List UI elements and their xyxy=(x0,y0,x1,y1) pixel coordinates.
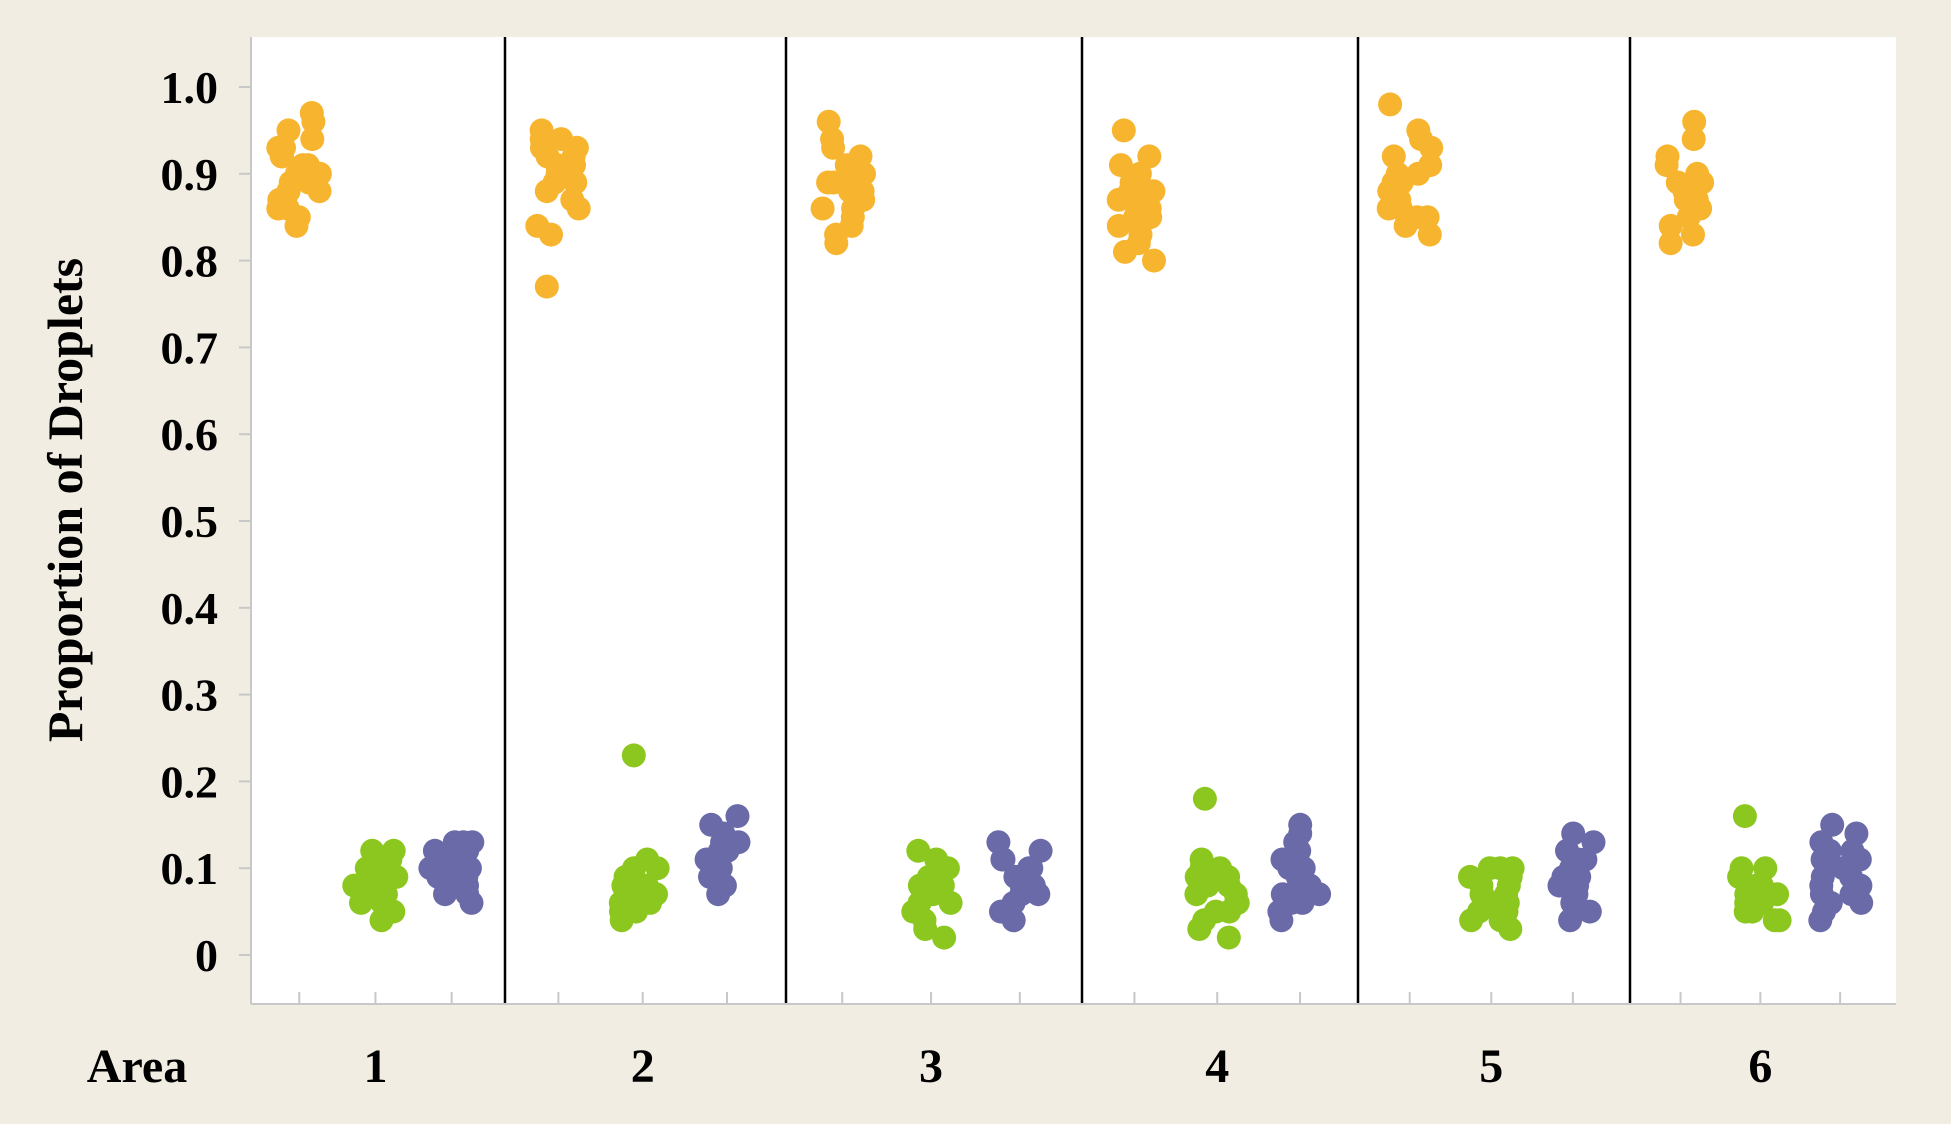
data-point xyxy=(1406,118,1431,143)
data-point xyxy=(525,213,550,238)
data-point xyxy=(1682,109,1707,134)
data-point xyxy=(1681,127,1706,152)
data-point xyxy=(848,144,873,169)
data-point xyxy=(1028,838,1053,863)
data-point xyxy=(422,838,447,863)
y-tick-label: 0.3 xyxy=(161,670,219,721)
y-tick-label: 0.5 xyxy=(161,496,219,547)
data-point xyxy=(1192,786,1217,811)
data-point xyxy=(816,170,841,195)
data-point xyxy=(1381,144,1406,169)
data-point xyxy=(299,101,324,125)
data-point xyxy=(1288,812,1313,837)
data-point xyxy=(906,838,931,863)
data-point xyxy=(1189,847,1214,872)
data-point xyxy=(1581,830,1606,855)
data-point xyxy=(1561,821,1586,846)
data-point xyxy=(816,109,841,134)
data-point xyxy=(1208,856,1233,881)
data-point xyxy=(1458,864,1482,889)
data-point xyxy=(1378,92,1403,117)
y-tick-label: 0.2 xyxy=(161,756,219,807)
panel-label: 5 xyxy=(1479,1040,1503,1093)
y-tick-label: 0 xyxy=(195,930,218,981)
data-point xyxy=(1767,908,1792,933)
data-point xyxy=(621,743,646,768)
data-point xyxy=(1137,144,1162,169)
data-point xyxy=(1142,248,1166,273)
data-point xyxy=(1844,821,1869,846)
data-point xyxy=(342,873,367,898)
data-point xyxy=(1685,161,1710,186)
data-point xyxy=(1216,925,1241,950)
y-tick-label: 0.8 xyxy=(161,236,219,287)
data-point xyxy=(1111,118,1136,143)
data-point xyxy=(1417,222,1442,247)
data-point xyxy=(699,812,724,837)
y-tick-label: 0.7 xyxy=(161,322,219,373)
data-point xyxy=(1203,899,1228,924)
data-point xyxy=(932,925,957,950)
data-point xyxy=(1655,144,1680,169)
data-point xyxy=(534,274,559,299)
data-point xyxy=(1141,179,1166,204)
data-point xyxy=(529,118,554,143)
panel-label: 2 xyxy=(631,1040,655,1093)
plot-background xyxy=(251,37,1896,1004)
data-point xyxy=(1108,153,1133,178)
data-point xyxy=(1418,153,1443,178)
data-point xyxy=(360,838,385,863)
y-tick-label: 0.4 xyxy=(161,583,219,634)
x-axis-label: Area xyxy=(87,1040,187,1093)
data-point xyxy=(810,196,835,221)
data-point xyxy=(1658,231,1683,256)
data-point xyxy=(1558,908,1583,933)
data-point xyxy=(1415,205,1440,230)
data-point xyxy=(1810,864,1835,889)
y-tick-label: 0.1 xyxy=(161,843,219,894)
data-point xyxy=(1729,856,1754,881)
data-point xyxy=(381,838,406,863)
data-point xyxy=(300,127,325,152)
panel-label: 4 xyxy=(1205,1040,1229,1093)
data-point xyxy=(1732,804,1757,829)
data-point xyxy=(1753,856,1778,881)
data-point xyxy=(924,847,949,872)
data-point xyxy=(635,847,660,872)
data-point xyxy=(1488,856,1513,881)
y-tick-label: 1.0 xyxy=(161,62,219,113)
data-point xyxy=(1665,170,1690,195)
data-point xyxy=(1820,812,1845,837)
data-point xyxy=(451,830,476,855)
panel-label: 3 xyxy=(919,1040,943,1093)
data-point xyxy=(725,804,750,829)
data-point xyxy=(1809,830,1834,855)
y-tick-label: 0.9 xyxy=(161,149,219,200)
data-point xyxy=(1658,213,1683,238)
data-point xyxy=(986,830,1011,855)
y-tick-label: 0.6 xyxy=(161,409,219,460)
panel-label: 1 xyxy=(363,1040,387,1093)
data-point xyxy=(276,118,301,143)
data-point xyxy=(295,153,320,178)
data-point xyxy=(549,127,574,152)
y-axis-label: Proportion of Droplets xyxy=(37,258,93,742)
panel-label: 6 xyxy=(1748,1040,1772,1093)
